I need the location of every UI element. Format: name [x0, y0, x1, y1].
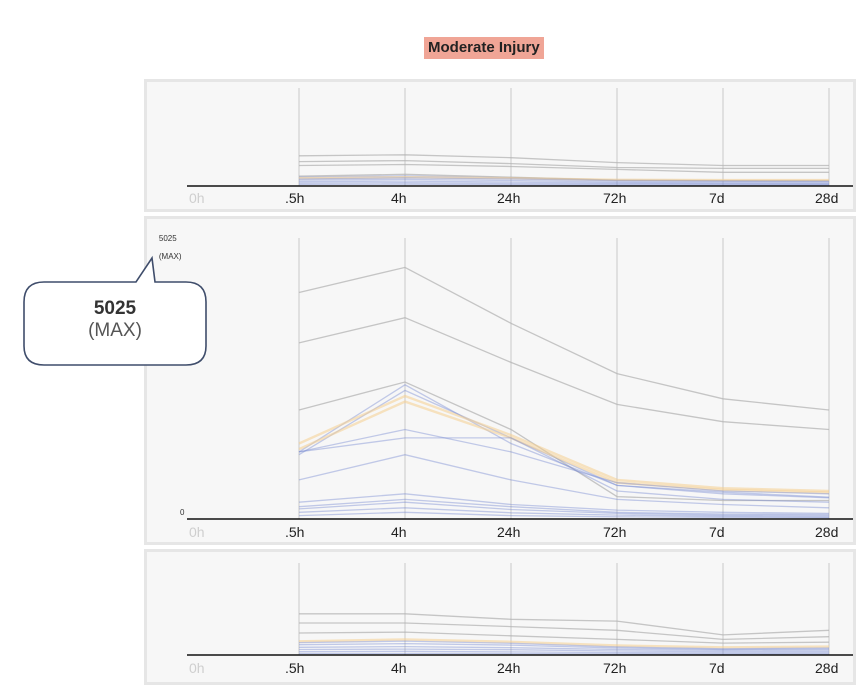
series-line-orange-5	[298, 175, 829, 182]
series-line-blue-9	[298, 652, 830, 655]
series-line-blue-8	[298, 650, 830, 654]
series-line-blue-4	[298, 389, 830, 498]
series-line-blue-14	[298, 511, 830, 519]
series-line-blue-8	[298, 437, 830, 503]
y-min-label: 0	[180, 508, 185, 517]
x-tick-label: 72h	[603, 190, 626, 206]
series-line-blue-10	[298, 183, 830, 186]
series-line-grey-1	[299, 622, 830, 641]
chart-title: Moderate Injury	[424, 37, 544, 59]
chart-panel-main: 0h .5h 4h 24h 72h 7d 28d 5025 (MAX) 0	[144, 216, 856, 545]
series-line-blue-13	[298, 507, 830, 518]
series-line-grey-2	[298, 381, 829, 502]
series-line-blue-12	[298, 501, 830, 517]
series-line-orange-6	[298, 400, 830, 494]
series-line-blue-9	[298, 454, 830, 509]
chart-svg-bottom: 0h .5h 4h 24h 72h 7d 28d	[187, 563, 853, 676]
x-tick-label: 4h	[391, 190, 407, 206]
x-tick-label: 0h	[189, 524, 205, 540]
x-tick-label: 28d	[815, 660, 838, 676]
series-line-blue-6	[298, 645, 830, 652]
series-line-grey-2	[298, 631, 830, 644]
x-tick-label: 0h	[189, 660, 205, 676]
series-line-blue-8	[298, 180, 830, 185]
x-tick-label: 4h	[391, 660, 407, 676]
x-tick-label: 28d	[815, 524, 838, 540]
y-max-value: 5025	[158, 234, 177, 243]
series-line-blue-3	[298, 384, 830, 499]
x-tick-label: 72h	[603, 524, 626, 540]
series-line-blue-10	[298, 493, 830, 515]
series-line-blue-7	[298, 428, 830, 495]
chart-svg-top: 0h .5h 4h 24h 72h 7d 28d	[187, 88, 853, 206]
x-tick-label: 72h	[603, 660, 626, 676]
x-tick-label: .5h	[285, 190, 304, 206]
series-line-grey-0	[298, 154, 829, 167]
series-line-orange-3	[298, 638, 830, 649]
series-line-grey-2	[298, 163, 829, 173]
chart-panel-top: 0h .5h 4h 24h 72h 7d 28d	[144, 79, 856, 212]
series-line-grey-0	[299, 613, 830, 636]
x-tick-label: 7d	[709, 660, 725, 676]
x-tick-label: 7d	[709, 524, 725, 540]
y-max-tag: (MAX)	[158, 252, 182, 261]
x-tick-label: 24h	[497, 524, 520, 540]
chart-panel-bottom: 0h .5h 4h 24h 72h 7d 28d	[144, 549, 856, 685]
x-tick-label: 4h	[391, 524, 407, 540]
series-line-blue-6	[298, 177, 830, 183]
series-line-blue-11	[298, 498, 830, 516]
x-tick-label: .5h	[285, 660, 304, 676]
y-max-label: 5025 (MAX)	[150, 225, 182, 270]
x-tick-label: 24h	[497, 190, 520, 206]
series-line-grey-0	[298, 266, 830, 411]
x-tick-label: .5h	[285, 524, 304, 540]
series-line-blue-4	[298, 640, 830, 650]
series-line-grey-1	[298, 159, 829, 170]
series-line-blue-7	[298, 178, 830, 184]
series-line-blue-7	[298, 648, 830, 653]
series-line-orange-5	[298, 394, 830, 493]
series-line-blue-9	[298, 182, 830, 186]
chart-svg-main: 0h .5h 4h 24h 72h 7d 28d	[187, 238, 853, 540]
series-line-blue-5	[298, 642, 830, 651]
x-tick-label: 24h	[497, 660, 520, 676]
x-tick-label: 7d	[709, 190, 725, 206]
x-tick-label: 0h	[189, 190, 205, 206]
series-line-grey-1	[298, 317, 830, 431]
x-tick-label: 28d	[815, 190, 838, 206]
